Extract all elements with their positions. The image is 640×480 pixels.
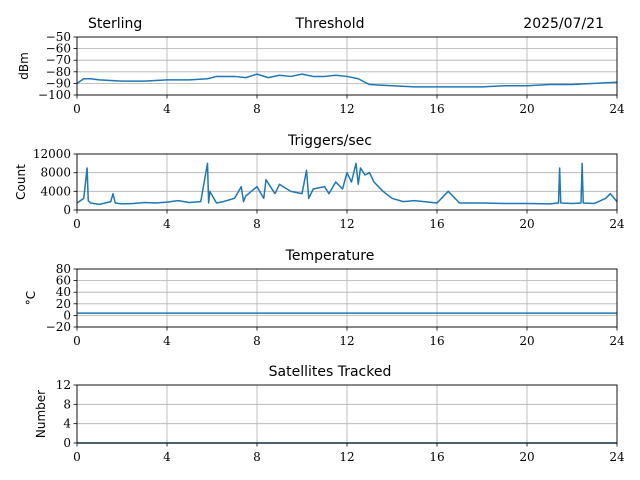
temperature-y-axis-label: °C (24, 291, 38, 305)
temperature-y-tick-label: 40 (56, 285, 71, 299)
temperature-x-tick-label: 24 (609, 334, 625, 348)
threshold-y-tick-label: −90 (46, 76, 71, 90)
temperature-x-tick-label: 12 (339, 334, 354, 348)
triggers-x-tick-label: 20 (519, 217, 534, 231)
satellites-y-tick-label: 8 (63, 397, 71, 411)
threshold-x-tick-label: 12 (339, 102, 354, 116)
triggers-y-tick-label: 0 (63, 203, 71, 217)
satellites-panel: 0 4 8 12 16 20 24 0 4 8 12 Satellites Tracked Number (34, 364, 625, 464)
temperature-x-tick-label: 20 (519, 334, 534, 348)
temperature-x-tick-label: 16 (429, 334, 444, 348)
triggers-x-tick-label: 24 (609, 217, 625, 231)
threshold-series-line (76, 73, 618, 88)
triggers-x-tick-label: 16 (429, 217, 444, 231)
satellites-y-axis-label: Number (34, 390, 48, 438)
triggers-y-tick-label: 4000 (40, 184, 71, 198)
threshold-y-tick-label: −50 (46, 30, 71, 44)
temperature-x-tick-label: 0 (73, 334, 81, 348)
threshold-panel: 0 4 8 12 16 20 24 −100−90−80−70−60−50 Threshold d… (17, 16, 625, 116)
threshold-y-tick-label: −60 (46, 42, 71, 56)
satellites-x-tick-label: 0 (73, 450, 81, 464)
satellites-y-tick-label: 12 (56, 378, 71, 392)
triggers-x-tick-label: 0 (73, 217, 81, 231)
satellites-x-tick-label: 12 (339, 450, 354, 464)
satellites-y-tick-label: 4 (63, 417, 71, 431)
threshold-panel-title: Threshold (295, 16, 365, 32)
temperature-x-tick-label: 4 (163, 334, 171, 348)
satellites-x-tick-label: 4 (163, 450, 171, 464)
threshold-y-tick-label: −100 (38, 88, 71, 102)
triggers-x-tick-label: 4 (163, 217, 171, 231)
satellites-x-tick-label: 16 (429, 450, 444, 464)
triggers-y-tick-label: 8000 (40, 166, 71, 180)
threshold-y-tick-label: −70 (46, 53, 71, 67)
triggers-x-tick-label: 8 (253, 217, 261, 231)
station-name: Sterling (88, 16, 142, 32)
temperature-panel-title: Temperature (285, 248, 375, 264)
satellites-x-tick-label: 24 (609, 450, 625, 464)
temperature-y-tick-label: −20 (46, 320, 71, 334)
triggers-panel-title: Triggers/sec (287, 133, 372, 149)
threshold-x-tick-label: 20 (519, 102, 534, 116)
threshold-x-tick-label: 8 (253, 102, 261, 116)
triggers-panel: 0 4 8 12 16 20 24 0 4000 8000 12000 Triggers/sec Cou… (14, 133, 625, 231)
satellites-y-tick-label: 0 (63, 436, 71, 450)
satellites-x-tick-label: 8 (253, 450, 261, 464)
threshold-x-tick-label: 4 (163, 102, 171, 116)
triggers-series-line (76, 162, 618, 206)
threshold-x-tick-label: 16 (429, 102, 444, 116)
triggers-y-tick-label: 12000 (33, 147, 71, 161)
threshold-y-axis-label: dBm (17, 52, 31, 80)
temperature-x-tick-label: 8 (253, 334, 261, 348)
threshold-x-tick-label: 24 (609, 102, 625, 116)
temperature-y-tick-label: 0 (63, 308, 71, 322)
date-label: 2025/07/21 (523, 16, 604, 32)
triggers-x-tick-label: 12 (339, 217, 354, 231)
satellites-panel-title: Satellites Tracked (269, 364, 392, 380)
temperature-y-tick-label: 60 (56, 274, 71, 288)
temperature-y-tick-label: 80 (56, 262, 71, 276)
threshold-x-tick-label: 0 (73, 102, 81, 116)
threshold-y-tick-label: −80 (46, 65, 71, 79)
satellites-x-tick-label: 20 (519, 450, 534, 464)
temperature-y-tick-label: 20 (56, 297, 71, 311)
triggers-y-axis-label: Count (14, 164, 28, 200)
